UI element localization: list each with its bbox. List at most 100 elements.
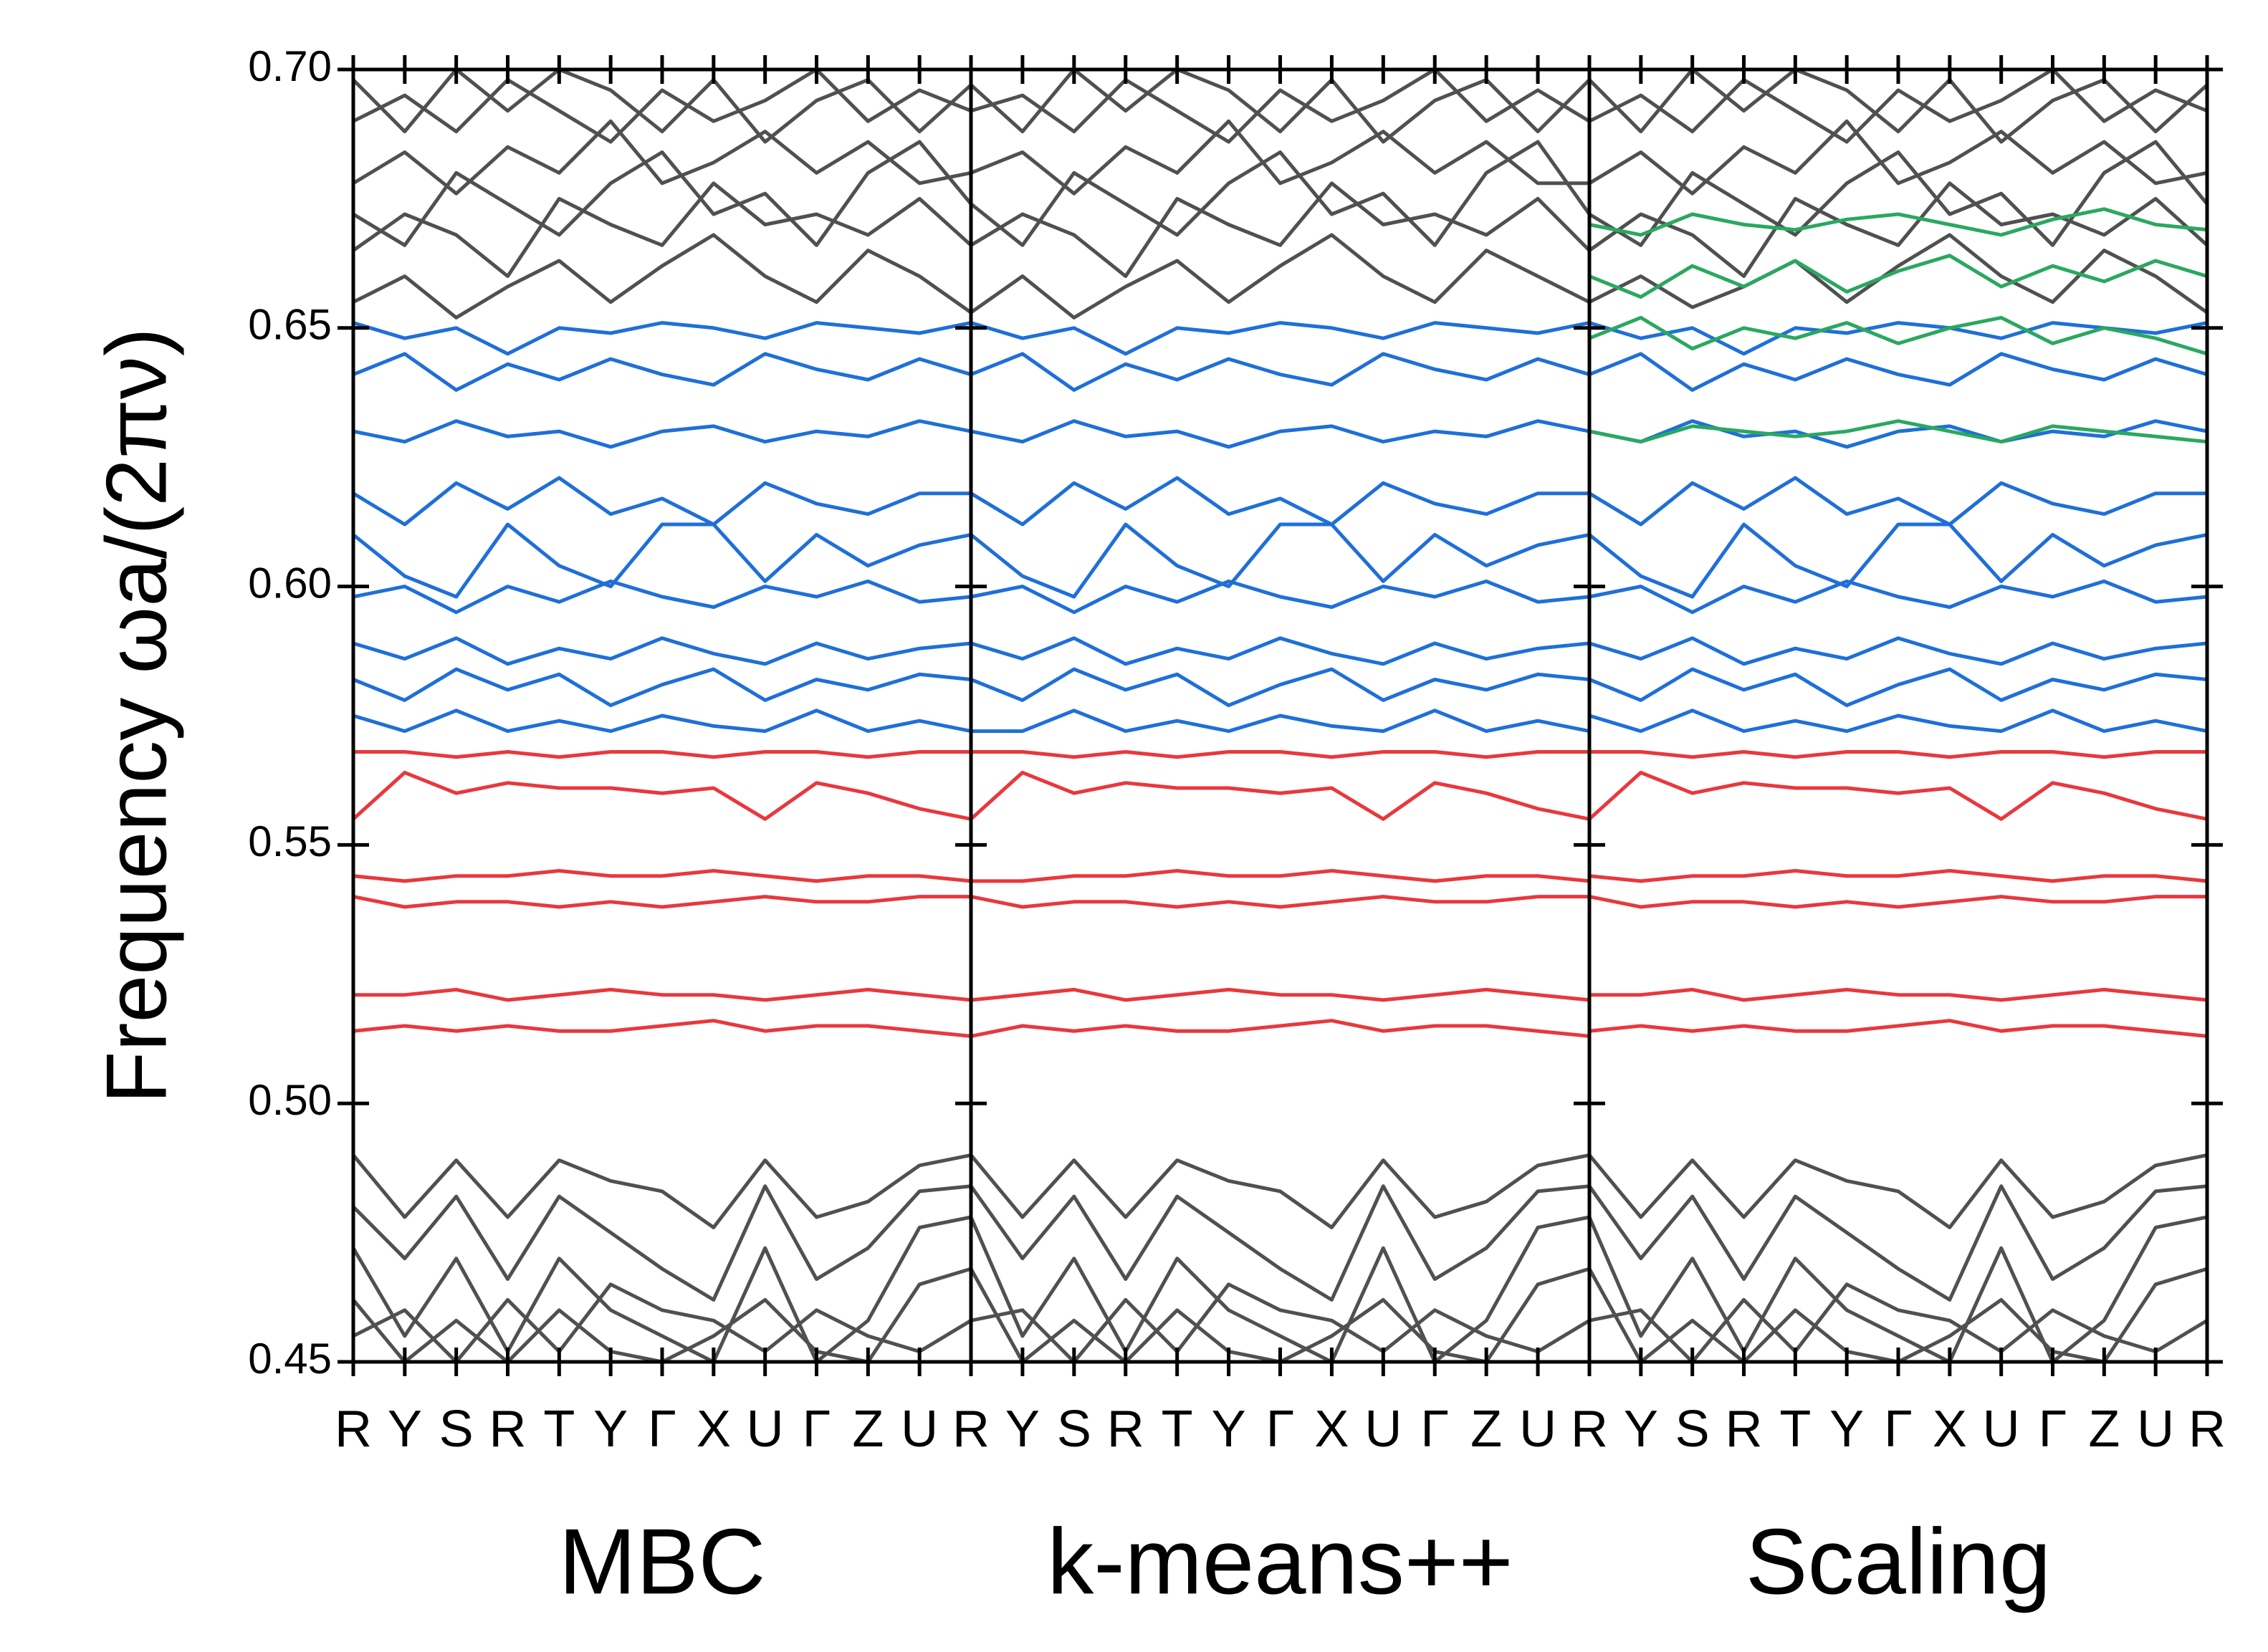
x-tick-label: T [543, 1401, 575, 1458]
y-tick-label: 0.65 [248, 301, 332, 349]
y-tick-label: 0.60 [248, 559, 332, 607]
panel-title: Scaling [1746, 1509, 2051, 1613]
band-line [1587, 69, 2207, 144]
band-line [969, 1267, 1592, 1362]
band-line [1587, 321, 2207, 356]
x-tick-label: Γ [1266, 1401, 1295, 1458]
band-line [353, 1184, 973, 1302]
band-line [353, 636, 973, 666]
x-tick-label: U [1519, 1401, 1556, 1458]
band-line [353, 522, 973, 599]
band-line [353, 987, 973, 1002]
band-line [1587, 1153, 2207, 1229]
axes: R Y S R T Y Γ X U Γ Z U RMBC0.450.500.550.600.650.70… [248, 42, 2226, 1614]
x-tick-label: Γ [803, 1401, 831, 1458]
x-tick-label: Y [1624, 1401, 1658, 1458]
band-line [969, 667, 1592, 708]
band-line [353, 1282, 973, 1362]
band-line [1587, 140, 2207, 247]
band-line [969, 869, 1592, 883]
x-tick-label: Γ [1884, 1401, 1913, 1458]
band-line [1587, 476, 2207, 527]
band-line [353, 770, 973, 821]
band-line [353, 181, 973, 279]
x-tick-label: Γ [2039, 1401, 2067, 1458]
band-line [353, 1267, 973, 1362]
x-tick-label: Y [1212, 1401, 1246, 1458]
band-line [969, 895, 1592, 909]
band-line [353, 321, 973, 356]
band-line [969, 419, 1592, 449]
band-line [969, 1282, 1592, 1362]
x-tick-label: Γ [1420, 1401, 1449, 1458]
band-line [353, 667, 973, 708]
x-tick-label: Z [852, 1401, 884, 1458]
band-line [353, 895, 973, 909]
band-line [1587, 522, 2207, 599]
bands [353, 69, 2207, 1362]
band-line [1587, 419, 2207, 444]
x-tick-label: S [1057, 1401, 1091, 1458]
band-line [1587, 419, 2207, 449]
x-tick-label: Γ [648, 1401, 676, 1458]
x-tick-label: X [1314, 1401, 1349, 1458]
x-tick-label: R [1107, 1401, 1144, 1458]
band-line [969, 476, 1592, 527]
y-tick-label: 0.55 [248, 817, 332, 865]
x-tick-label: Y [1829, 1401, 1864, 1458]
band-line [969, 987, 1592, 1002]
band-line [969, 321, 1592, 356]
band-line [969, 1184, 1592, 1302]
x-tick-label: X [1933, 1401, 1967, 1458]
band-line [969, 579, 1592, 615]
x-tick-label: T [1779, 1401, 1811, 1458]
band-line [1587, 315, 2207, 356]
x-tick-label: U [747, 1401, 784, 1458]
band-line [1587, 1282, 2207, 1362]
band-line [1587, 869, 2207, 883]
band-line [969, 709, 1592, 734]
band-line [353, 1153, 973, 1229]
band-line [353, 750, 973, 759]
x-tick-label: S [439, 1401, 474, 1458]
band-line [353, 119, 973, 196]
y-tick-label: 0.70 [248, 42, 332, 90]
band-line [1587, 1019, 2207, 1038]
band-line [969, 636, 1592, 666]
band-line [1587, 895, 2207, 909]
band-line [353, 69, 973, 144]
band-line [353, 869, 973, 883]
band-line [353, 579, 973, 615]
x-tick-label: Y [1005, 1401, 1040, 1458]
band-line [969, 352, 1592, 392]
band-line [969, 770, 1592, 821]
x-tick-label: Z [1470, 1401, 1502, 1458]
x-tick-label: Y [593, 1401, 628, 1458]
band-line [1587, 750, 2207, 759]
band-line [353, 233, 973, 320]
band-line [1587, 770, 2207, 821]
band-line [353, 419, 973, 449]
band-line [1587, 1267, 2207, 1362]
band-line [353, 140, 973, 247]
x-tick-label: T [1162, 1401, 1193, 1458]
band-line [969, 1215, 1592, 1362]
panel-frame [1587, 67, 2209, 1364]
band-line [1587, 1215, 2207, 1362]
x-tick-label: R [952, 1401, 990, 1458]
band-line [353, 709, 973, 734]
x-tick-label: R [489, 1401, 527, 1458]
panel-title: MBC [559, 1509, 766, 1613]
band-line [1587, 636, 2207, 666]
x-tick-label: R [335, 1401, 372, 1458]
band-line [1587, 352, 2207, 392]
band-line [969, 1153, 1592, 1229]
band-line [1587, 667, 2207, 708]
band-line [1587, 709, 2207, 734]
x-tick-label: U [2137, 1401, 2174, 1458]
band-line [969, 181, 1592, 279]
band-line [969, 1019, 1592, 1038]
panel-title: k-means++ [1047, 1509, 1513, 1613]
y-tick-label: 0.50 [248, 1076, 332, 1124]
